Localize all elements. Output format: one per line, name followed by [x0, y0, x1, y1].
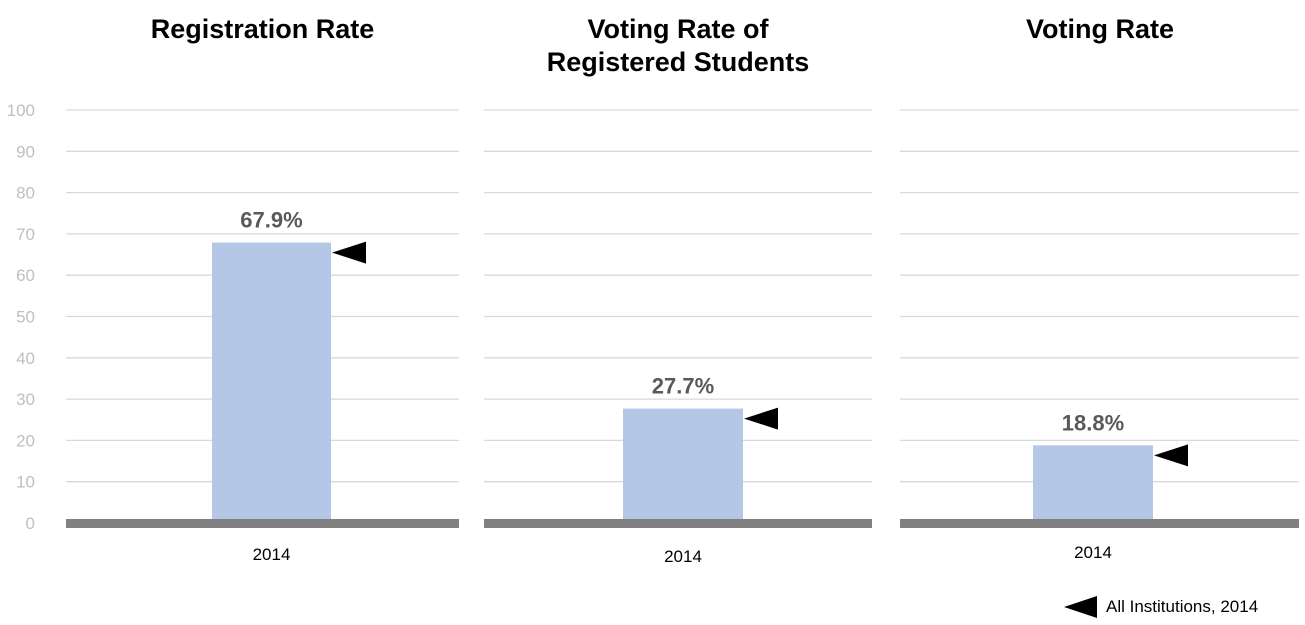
x-tick-label: 2014 — [253, 545, 291, 564]
bar-panels: 0 10 20 30 40 50 60 70 80 90 100 67.9% 2014 27.7% 2014… — [7, 101, 1299, 566]
legend: All Institutions, 2014 — [1064, 596, 1258, 618]
panel-2-title: Voting Rate of Registered Students — [484, 13, 872, 79]
x-axis-baseline — [66, 519, 459, 528]
y-tick-label: 20 — [16, 431, 35, 450]
y-tick-label: 10 — [16, 473, 35, 492]
y-tick-label: 100 — [7, 101, 35, 120]
benchmark-marker — [744, 407, 778, 430]
legend-label: All Institutions, 2014 — [1106, 597, 1259, 616]
y-tick-label: 50 — [16, 308, 35, 327]
panel-2-title-line-2: Registered Students — [546, 47, 810, 77]
y-tick-label: 40 — [16, 349, 35, 368]
data-label: 18.8% — [1062, 410, 1124, 435]
panel-3-title-text: Voting Rate — [1026, 14, 1174, 44]
panel-2-title-line-1: Voting Rate of — [587, 14, 769, 44]
left-pointing-triangle-icon — [1064, 596, 1097, 618]
y-tick-label: 0 — [26, 514, 35, 533]
bar — [1033, 445, 1153, 523]
x-axis-baseline — [900, 519, 1299, 528]
data-label: 67.9% — [240, 208, 302, 233]
y-tick-label: 90 — [16, 142, 35, 161]
y-tick-label: 70 — [16, 225, 35, 244]
x-axis-baseline — [484, 519, 872, 528]
panel-1-title-text: Registration Rate — [150, 14, 375, 44]
panel-3-title: Voting Rate — [900, 13, 1300, 46]
benchmark-marker — [332, 241, 366, 264]
x-tick-label: 2014 — [1074, 543, 1112, 562]
bar — [212, 242, 331, 523]
data-label: 27.7% — [652, 374, 714, 399]
bar — [623, 408, 743, 523]
benchmark-marker — [1154, 444, 1188, 467]
y-tick-label: 60 — [16, 266, 35, 285]
panel-1-title: Registration Rate — [66, 13, 459, 46]
x-tick-label: 2014 — [664, 547, 702, 566]
y-tick-label: 30 — [16, 390, 35, 409]
y-tick-label: 80 — [16, 184, 35, 203]
